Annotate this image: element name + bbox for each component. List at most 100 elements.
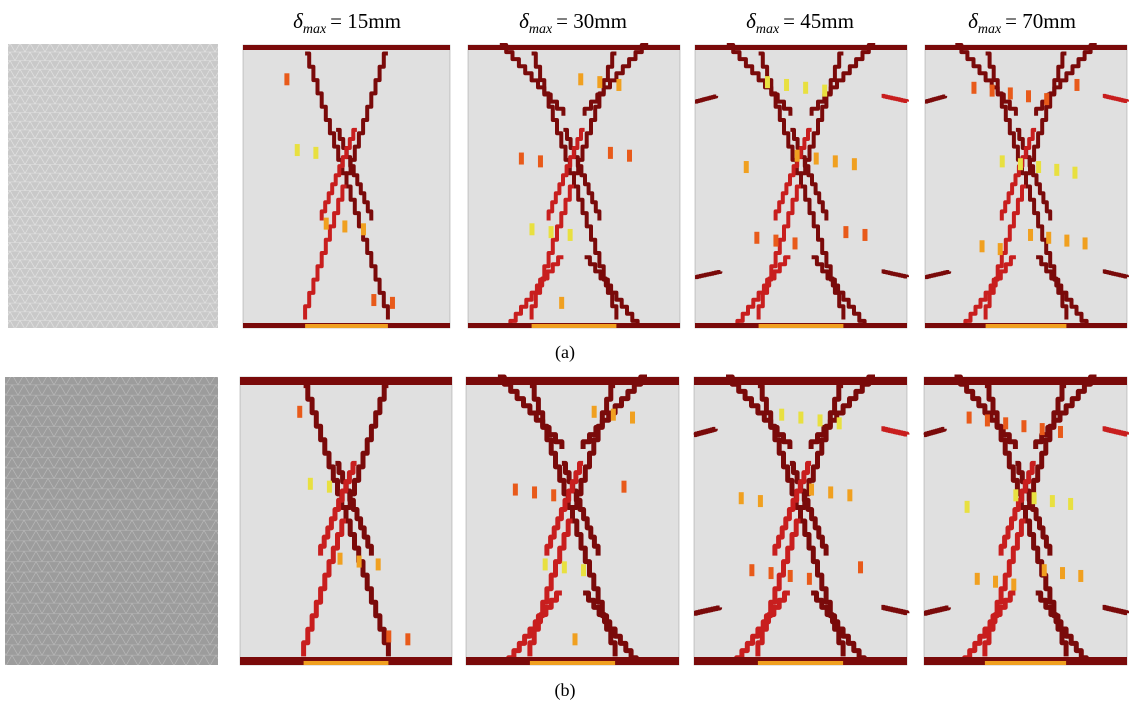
damage-patch [386,630,392,643]
damage-patch [284,73,290,86]
damage-patch [1060,567,1066,580]
damage-band [305,324,388,328]
crack [1015,460,1053,556]
damage-patch [999,155,1005,168]
damage-patch [616,78,622,91]
damage-patch [375,558,381,571]
row-caption: (a) [555,342,575,363]
damage-patch [862,228,868,241]
damage-patch [1078,569,1084,582]
damage-patch [1072,166,1078,179]
damage-patch [371,294,377,307]
damage-band [984,661,1067,665]
damage-patch [529,223,535,236]
damage-patch [966,411,972,424]
damage-patch [971,81,977,94]
crack [1102,604,1129,616]
damage-band [757,661,844,665]
crack [923,426,947,438]
damage-patch [405,633,411,646]
damage-patch [836,417,842,430]
crack [563,127,602,221]
damage-patch [1028,228,1034,241]
damage-patch [764,76,770,89]
crack [584,255,640,328]
crack [1035,590,1089,665]
damage-band [243,45,450,50]
crack [1102,93,1129,103]
damage-patch [559,296,565,309]
damage-patch [1026,90,1031,103]
crack [734,590,790,665]
damage-patch [979,240,985,253]
crack [925,94,948,104]
damage-patch [1013,489,1019,502]
crack [1102,426,1129,437]
damage-patch [542,558,548,571]
crack [301,518,346,657]
damage-patch [610,408,616,421]
damage-patch [307,477,313,490]
crack [811,590,867,665]
crack [789,460,829,556]
damage-band [758,324,844,328]
crack [499,43,566,116]
result-panels [239,43,1129,666]
crack [954,374,1018,449]
damage-patch [561,561,567,574]
crack [809,43,876,116]
damage-patch [1041,564,1047,577]
crack [561,460,601,556]
damage-patch [989,84,995,97]
crack [693,426,718,438]
crack [1015,127,1053,221]
damage-patch [342,220,348,233]
damage-patch [1021,420,1027,433]
damage-patch [832,155,838,168]
damage-patch [773,234,779,247]
damage-band [303,661,389,665]
damage-band [529,661,616,665]
damage-band [240,377,452,385]
crack [336,127,374,221]
mesh-image [5,377,218,665]
damage-patch [1057,425,1063,438]
damage-patch [738,492,744,505]
crack [773,127,812,221]
crack [497,374,565,449]
damage-patch [630,411,636,424]
damage-patch [1082,237,1088,250]
damage-patch [813,152,819,165]
crack [881,426,910,437]
damage-band [985,324,1067,328]
crack [772,460,812,556]
damage-patch [817,414,823,427]
crack [695,270,723,280]
crack [962,590,1016,665]
damage-patch [326,480,332,493]
damage-patch [1017,158,1023,171]
crack [726,374,793,449]
damage-patch [822,84,828,97]
damage-band [925,45,1127,50]
crack [508,255,564,328]
damage-patch [360,223,366,236]
column-header: δmax = 70mm [968,9,1076,37]
damage-patch [1011,578,1017,591]
damage-patch [356,555,362,568]
damage-patch [993,575,999,588]
crack [506,590,562,665]
damage-patch [794,149,800,162]
crack [881,269,909,279]
crack [955,43,1018,116]
crack [811,255,867,328]
damage-patch [851,158,857,171]
damage-patch [1074,78,1080,91]
damage-patch [974,572,980,585]
crack [963,255,1016,328]
damage-patch [597,76,603,89]
damage-patch [768,567,774,580]
column-header: δmax = 30mm [519,9,627,37]
crack [881,604,910,616]
